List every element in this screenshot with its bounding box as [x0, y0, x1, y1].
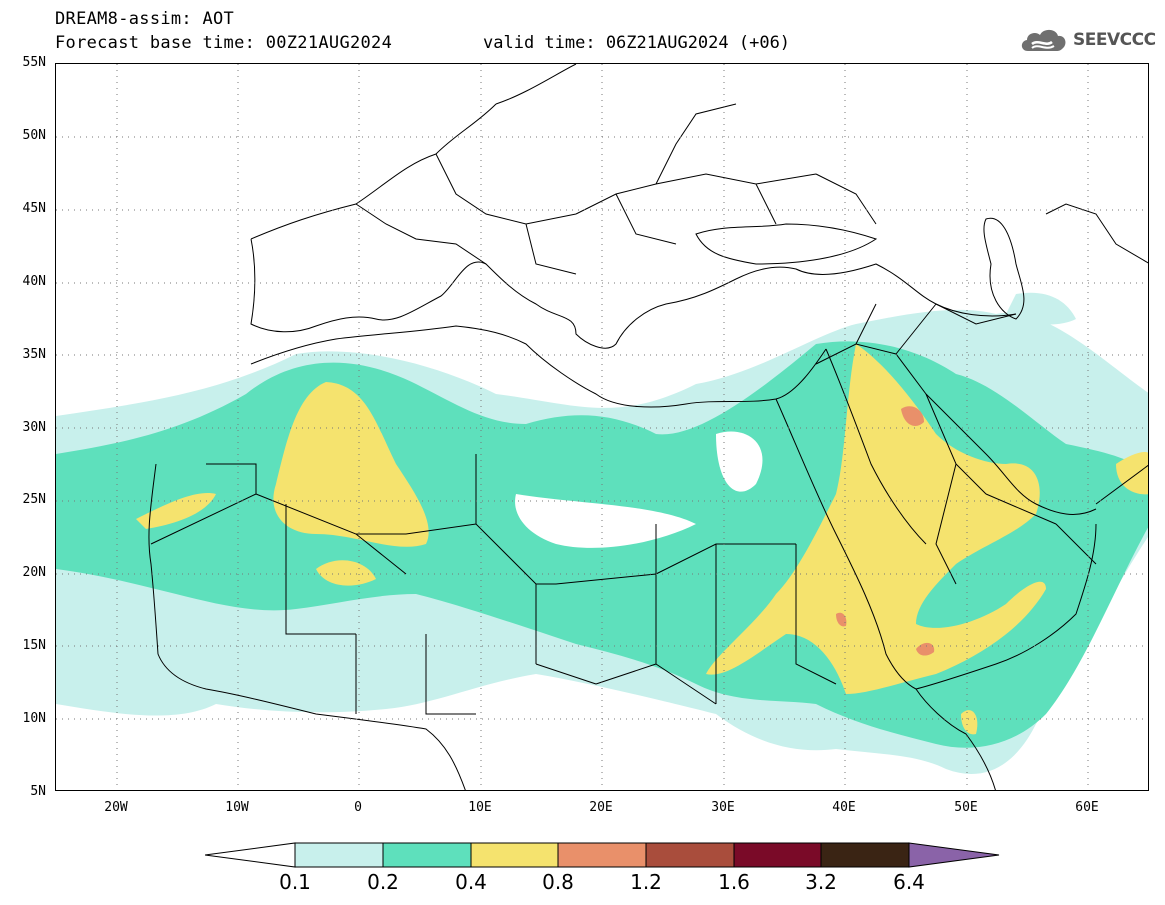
colorbar-bin-0.2 — [382, 842, 472, 868]
logo-text: SEEVCCC — [1073, 30, 1156, 50]
lon-label-0: 0 — [354, 800, 362, 815]
lat-label-25n: 25N — [22, 492, 46, 507]
lat-label-35n: 35N — [22, 347, 46, 362]
lon-label-10e: 10E — [468, 800, 492, 815]
colorbar — [204, 842, 1000, 872]
colorbar-bin-1.6 — [733, 842, 822, 868]
colorbar-bin-0.1 — [294, 842, 384, 868]
caspian-sea — [983, 217, 1025, 320]
graticule — [56, 64, 1148, 790]
forecast-base-time: Forecast base time: 00Z21AUG2024 — [55, 33, 393, 53]
lon-label-20e: 20E — [589, 800, 613, 815]
colorbar-bin-3.2 — [820, 842, 910, 868]
colorbar-label-0.1: 0.1 — [279, 870, 311, 894]
lat-label-10n: 10N — [22, 711, 46, 726]
lat-label-5n: 5N — [30, 784, 46, 799]
colorbar-label-0.8: 0.8 — [542, 870, 574, 894]
borders-middle-east — [815, 203, 1148, 585]
valid-time: valid time: 06Z21AUG2024 (+06) — [483, 33, 791, 53]
black-sea — [695, 223, 878, 265]
map-title: DREAM8-assim: AOT — [55, 9, 235, 29]
gulf — [925, 393, 1097, 515]
lat-label-40n: 40N — [22, 274, 46, 289]
borders-africa — [150, 454, 837, 715]
colorbar-over-arrow — [908, 842, 1000, 868]
lat-label-15n: 15N — [22, 638, 46, 653]
colorbar-label-1.2: 1.2 — [630, 870, 662, 894]
lon-label-50e: 50E — [954, 800, 978, 815]
colorbar-bin-0.8 — [557, 842, 647, 868]
aot-contour-0.4 — [273, 382, 429, 547]
seevccc-logo: SEEVCCC — [1018, 25, 1156, 55]
lat-label-45n: 45N — [22, 201, 46, 216]
red-sea — [775, 348, 927, 690]
colorbar-label-1.6: 1.6 — [718, 870, 750, 894]
colorbar-bin-1.2 — [645, 842, 735, 868]
lon-label-10w: 10W — [225, 800, 249, 815]
lat-label-55n: 55N — [22, 55, 46, 70]
arabia-coast — [915, 523, 1097, 690]
horn-of-africa — [915, 688, 996, 790]
west-africa-coast — [148, 463, 466, 790]
colorbar-label-6.4: 6.4 — [893, 870, 925, 894]
cloud-icon — [1021, 29, 1066, 51]
colorbar-under-arrow — [204, 842, 296, 868]
aot-contour-0.8 — [901, 406, 924, 426]
lat-label-50n: 50N — [22, 128, 46, 143]
lat-label-20n: 20N — [22, 565, 46, 580]
colorbar-label-3.2: 3.2 — [805, 870, 837, 894]
lat-label-30n: 30N — [22, 420, 46, 435]
colorbar-label-0.4: 0.4 — [455, 870, 487, 894]
europe-coast — [250, 64, 1017, 349]
borders-europe — [355, 103, 877, 275]
coastlines — [148, 64, 1148, 790]
colorbar-label-0.2: 0.2 — [367, 870, 399, 894]
lon-label-30e: 30E — [711, 800, 735, 815]
lon-label-60e: 60E — [1075, 800, 1099, 815]
lon-label-20w: 20W — [104, 800, 128, 815]
lon-label-40e: 40E — [832, 800, 856, 815]
africa-north-coast — [250, 325, 827, 408]
aot-map — [55, 63, 1149, 791]
colorbar-bin-0.4 — [470, 842, 559, 868]
